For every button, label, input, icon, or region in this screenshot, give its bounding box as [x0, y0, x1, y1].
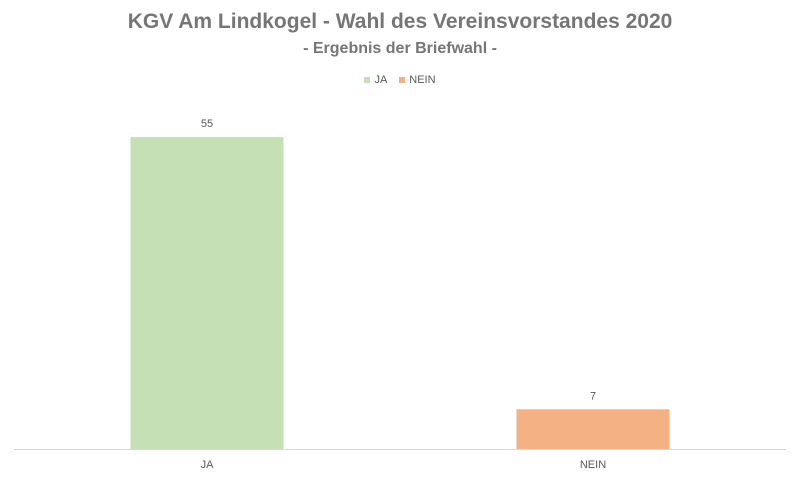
data-label-nein: 7 — [590, 390, 596, 402]
x-tick-label-ja: JA — [201, 459, 215, 471]
legend-item-ja: JA — [364, 74, 387, 86]
bar-nein — [516, 409, 670, 449]
chart-title: KGV Am Lindkogel - Wahl des Vereinsvorst… — [127, 10, 673, 33]
bar-ja — [130, 137, 284, 449]
legend-label-nein: NEIN — [409, 74, 436, 86]
legend-swatch-nein — [399, 77, 406, 83]
legend: JA NEIN — [0, 74, 800, 86]
x-tick-label-nein: NEIN — [580, 459, 606, 471]
legend-label-ja: JA — [374, 74, 388, 86]
legend-swatch-ja — [364, 77, 371, 83]
data-label-ja: 55 — [201, 118, 213, 130]
legend-item-nein: NEIN — [399, 74, 436, 86]
chart-subtitle: - Ergebnis der Briefwahl - — [303, 40, 497, 57]
